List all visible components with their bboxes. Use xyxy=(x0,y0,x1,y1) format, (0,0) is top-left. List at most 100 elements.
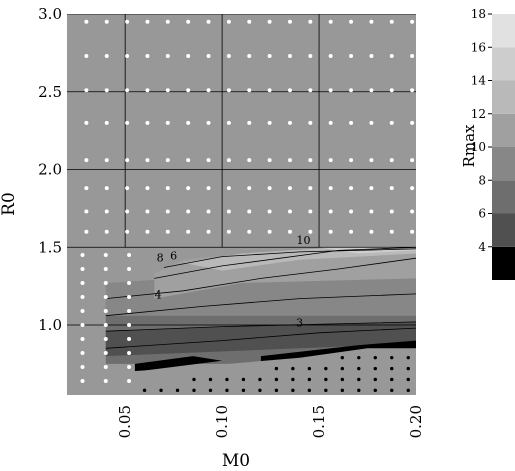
marker-white-149 xyxy=(103,309,108,314)
marker-white-102 xyxy=(84,209,89,214)
marker-black-174 xyxy=(274,388,279,393)
marker-white-41 xyxy=(226,88,231,93)
marker-black-170 xyxy=(208,388,213,393)
colorbar-tick-label-3: 10 xyxy=(471,140,486,154)
marker-white-67 xyxy=(410,120,415,125)
marker-white-49 xyxy=(389,88,394,93)
marker-layer xyxy=(80,19,415,393)
marker-white-145 xyxy=(80,295,85,300)
marker-white-153 xyxy=(127,323,132,328)
marker-white-82 xyxy=(369,158,374,163)
contour-label-1: 6 xyxy=(170,250,177,263)
marker-white-62 xyxy=(308,120,313,125)
contour-band-6 xyxy=(134,356,223,372)
marker-white-32 xyxy=(389,53,394,58)
marker-black-189 xyxy=(291,377,295,382)
y-axis-title: R0 xyxy=(0,192,19,216)
marker-white-94 xyxy=(267,186,272,191)
marker-white-39 xyxy=(186,88,191,93)
marker-white-159 xyxy=(127,351,132,356)
marker-white-9 xyxy=(267,19,272,24)
marker-white-133 xyxy=(369,229,374,234)
marker-white-16 xyxy=(410,19,415,24)
marker-white-147 xyxy=(127,295,132,300)
marker-black-199 xyxy=(307,366,312,371)
colorbar-tick-label-4: 12 xyxy=(471,107,486,121)
marker-black-205 xyxy=(406,366,410,371)
marker-white-66 xyxy=(389,120,394,125)
marker-white-73 xyxy=(186,158,191,163)
marker-white-33 xyxy=(410,53,415,58)
y-tick-label-0: 1.0 xyxy=(38,316,62,334)
marker-white-130 xyxy=(308,229,313,234)
contour-label-0: 10 xyxy=(297,234,311,247)
marker-black-190 xyxy=(307,377,312,382)
marker-white-24 xyxy=(226,53,231,58)
marker-white-42 xyxy=(247,88,252,93)
marker-black-172 xyxy=(241,388,246,393)
marker-white-83 xyxy=(389,158,394,163)
marker-white-88 xyxy=(145,186,150,191)
marker-white-20 xyxy=(145,53,150,58)
marker-white-55 xyxy=(165,120,170,125)
marker-white-154 xyxy=(80,337,85,342)
colorbar-tick-label-7: 18 xyxy=(471,7,486,21)
marker-white-7 xyxy=(226,19,231,24)
marker-black-209 xyxy=(390,355,394,360)
marker-black-207 xyxy=(357,355,361,360)
marker-white-13 xyxy=(349,19,354,24)
marker-white-28 xyxy=(308,53,313,58)
contour-layer xyxy=(86,246,416,395)
lower-region xyxy=(86,348,416,395)
marker-white-81 xyxy=(349,158,354,163)
marker-white-134 xyxy=(389,229,394,234)
contour-band-7 xyxy=(260,340,416,363)
marker-white-119 xyxy=(84,229,89,234)
marker-black-173 xyxy=(258,388,262,393)
marker-white-135 xyxy=(410,229,415,234)
marker-white-43 xyxy=(267,88,272,93)
marker-white-157 xyxy=(80,351,85,356)
marker-black-181 xyxy=(390,388,394,393)
marker-black-176 xyxy=(307,388,312,393)
marker-white-6 xyxy=(206,19,211,24)
marker-black-187 xyxy=(258,377,262,382)
marker-white-31 xyxy=(369,53,374,58)
marker-white-160 xyxy=(80,365,85,370)
colorbar-tick-label-6: 16 xyxy=(471,40,486,54)
marker-black-182 xyxy=(406,388,410,393)
marker-black-203 xyxy=(373,366,377,371)
marker-white-21 xyxy=(165,53,170,58)
marker-white-113 xyxy=(308,209,313,214)
marker-white-58 xyxy=(226,120,231,125)
marker-white-47 xyxy=(349,88,354,93)
colorbar-tick-label-0: 4 xyxy=(478,240,486,254)
marker-white-142 xyxy=(80,281,85,286)
marker-black-188 xyxy=(274,377,279,382)
marker-white-114 xyxy=(328,209,333,214)
marker-white-22 xyxy=(186,53,191,58)
marker-white-8 xyxy=(247,19,252,24)
marker-white-0 xyxy=(84,19,89,24)
marker-white-105 xyxy=(145,209,150,214)
marker-white-36 xyxy=(125,88,130,93)
marker-white-63 xyxy=(328,120,333,125)
marker-white-65 xyxy=(369,120,374,125)
marker-white-110 xyxy=(247,209,252,214)
marker-white-115 xyxy=(349,209,354,214)
marker-white-26 xyxy=(267,53,272,58)
y-tick-label-4: 3.0 xyxy=(38,5,62,23)
contour-line-3 xyxy=(105,293,416,317)
marker-white-151 xyxy=(80,323,85,328)
marker-white-4 xyxy=(165,19,170,24)
colorbar-title: Rmax xyxy=(460,124,478,167)
marker-white-2 xyxy=(125,19,130,24)
marker-white-14 xyxy=(369,19,374,24)
marker-black-192 xyxy=(340,377,345,382)
marker-white-19 xyxy=(125,53,130,58)
marker-white-80 xyxy=(328,158,333,163)
marker-white-165 xyxy=(127,379,132,384)
marker-white-146 xyxy=(103,295,108,300)
marker-white-164 xyxy=(103,379,108,384)
